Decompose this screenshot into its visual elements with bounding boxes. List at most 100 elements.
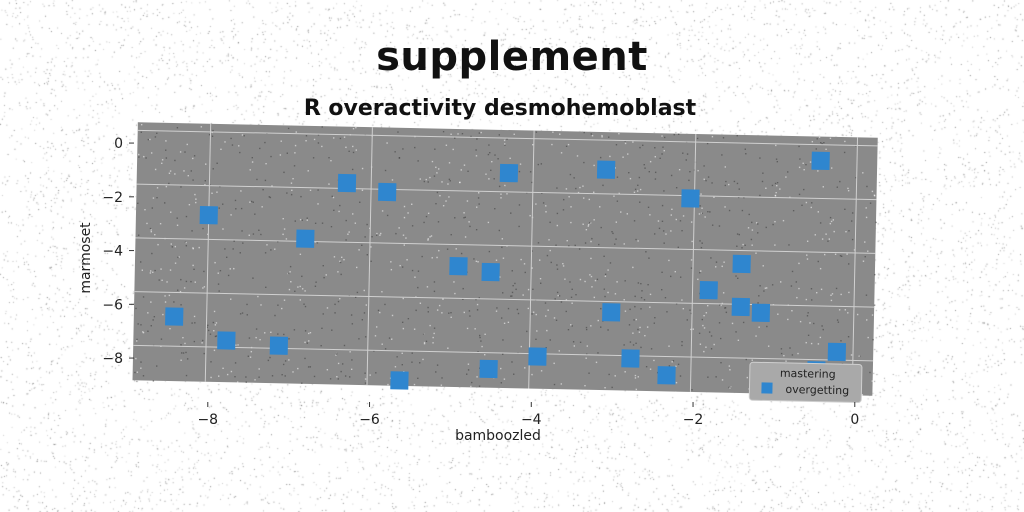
- plot-noise-dot: [320, 344, 322, 347]
- plot-noise-dot: [639, 201, 641, 203]
- plot-noise-dot: [364, 236, 366, 238]
- plot-noise-dot: [407, 212, 409, 214]
- plot-noise-dot: [398, 227, 400, 229]
- plot-noise-dot: [615, 238, 617, 240]
- plot-noise-dot: [297, 286, 299, 288]
- plot-noise-dot: [638, 176, 641, 179]
- plot-noise-dot: [688, 179, 690, 182]
- plot-noise-dot: [180, 344, 182, 346]
- plot-noise-dot: [699, 205, 701, 207]
- plot-noise-dot: [264, 179, 267, 182]
- plot-noise-dot: [338, 210, 340, 213]
- plot-noise-dot: [465, 373, 468, 375]
- plot-noise-dot: [299, 285, 301, 288]
- plot-noise-dot: [213, 310, 216, 313]
- plot-noise-dot: [174, 159, 176, 162]
- plot-noise-dot: [640, 308, 642, 310]
- plot-noise-dot: [142, 375, 145, 377]
- plot-noise-dot: [351, 323, 354, 325]
- plot-noise-dot: [211, 192, 213, 194]
- plot-noise-dot: [624, 142, 627, 145]
- x-grid-line: [851, 137, 859, 396]
- plot-noise-dot: [549, 221, 551, 224]
- plot-noise-dot: [590, 133, 592, 135]
- plot-noise-dot: [352, 145, 354, 148]
- plot-noise-dot: [609, 262, 612, 264]
- plot-noise-dot: [707, 210, 709, 213]
- plot-noise-dot: [366, 223, 368, 226]
- plot-noise-dot: [259, 147, 261, 150]
- plot-noise-dot: [771, 284, 774, 286]
- plot-noise-dot: [391, 314, 394, 317]
- plot-noise-dot: [313, 375, 316, 378]
- plot-noise-dot: [608, 373, 610, 376]
- plot-noise-dot: [639, 188, 642, 191]
- plot-noise-dot: [463, 164, 466, 166]
- plot-noise-dot: [677, 133, 680, 136]
- data-point: [165, 307, 184, 326]
- plot-noise-dot: [540, 282, 542, 284]
- plot-noise-dot: [799, 158, 801, 160]
- plot-noise-dot: [869, 371, 871, 374]
- plot-noise-dot: [336, 352, 338, 354]
- plot-noise-dot: [583, 161, 585, 164]
- plot-noise-dot: [549, 249, 551, 252]
- plot-noise-dot: [150, 230, 153, 233]
- plot-noise-dot: [690, 259, 693, 261]
- plot-noise-dot: [292, 371, 294, 373]
- plot-noise-dot: [345, 219, 347, 222]
- plot-noise-dot: [289, 265, 292, 268]
- plot-noise-dot: [810, 206, 812, 209]
- plot-noise-dot: [170, 243, 172, 245]
- plot-noise-dot: [488, 178, 490, 180]
- plot-noise-dot: [436, 309, 439, 311]
- plot-noise-dot: [675, 303, 678, 305]
- plot-noise-dot: [545, 205, 547, 207]
- plot-noise-dot: [498, 185, 501, 188]
- plot-noise-dot: [239, 313, 242, 315]
- plot-noise-dot: [213, 330, 215, 332]
- plot-noise-dot: [657, 220, 660, 222]
- plot-noise-dot: [343, 344, 346, 347]
- plot-noise-dot: [566, 240, 568, 242]
- plot-noise-dot: [707, 376, 709, 378]
- plot-noise-dot: [682, 152, 684, 154]
- plot-noise-dot: [805, 201, 808, 204]
- plot-noise-dot: [721, 265, 723, 268]
- plot-noise-dot: [457, 133, 459, 135]
- plot-noise-dot: [634, 377, 637, 379]
- plot-noise-dot: [150, 325, 152, 327]
- plot-noise-dot: [584, 280, 586, 283]
- plot-noise-dot: [510, 212, 512, 214]
- plot-noise-dot: [136, 340, 138, 342]
- plot-noise-dot: [145, 157, 147, 159]
- plot-noise-dot: [500, 367, 502, 370]
- plot-noise-dot: [477, 197, 480, 199]
- plot-noise-dot: [719, 337, 722, 340]
- plot-noise-dot: [317, 203, 319, 205]
- plot-noise-dot: [515, 288, 517, 291]
- plot-noise-dot: [555, 319, 558, 322]
- plot-noise-dot: [565, 310, 567, 313]
- plot-noise-dot: [635, 342, 637, 344]
- plot-noise-dot: [333, 256, 336, 258]
- plot-noise-dot: [649, 293, 652, 296]
- plot-noise-dot: [488, 250, 491, 253]
- plot-noise-dot: [364, 378, 367, 380]
- plot-noise-dot: [452, 148, 454, 151]
- plot-noise-dot: [235, 344, 237, 346]
- plot-noise-dot: [144, 208, 146, 211]
- plot-noise-dot: [544, 302, 547, 304]
- plot-noise-dot: [532, 288, 534, 291]
- figure-suptitle: supplement: [376, 34, 648, 80]
- plot-noise-dot: [807, 334, 810, 337]
- plot-noise-dot: [431, 257, 433, 259]
- plot-noise-dot: [484, 333, 486, 336]
- plot-noise-dot: [182, 352, 185, 354]
- plot-noise-dot: [540, 163, 543, 165]
- plot-noise-dot: [180, 352, 183, 354]
- plot-noise-dot: [306, 219, 309, 221]
- plot-noise-dot: [738, 188, 740, 190]
- plot-noise-dot: [432, 342, 434, 344]
- plot-noise-dot: [326, 307, 329, 309]
